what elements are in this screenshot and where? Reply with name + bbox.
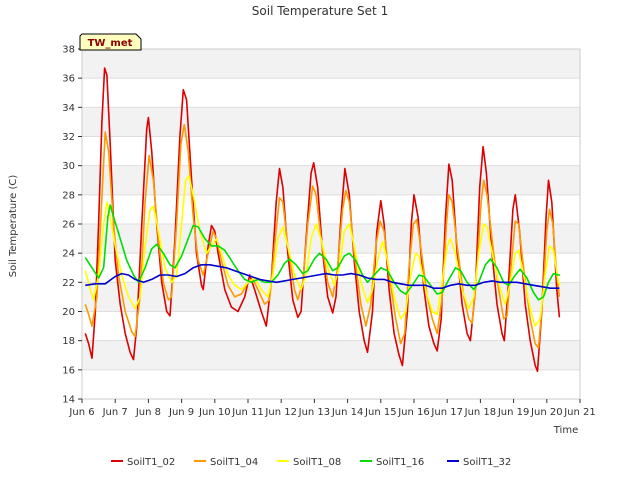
station-badge: TW_met: [79, 33, 142, 51]
x-axis-ticks: Jun 6 Jun 7 Jun 8 Jun 9 Jun 10 Jun 11 Jun 12 Ju…: [68, 399, 596, 418]
legend-label: SoilT1_16: [376, 457, 424, 468]
x-tick-label: Jun 20: [530, 407, 563, 418]
x-tick-label: Jun 15: [364, 407, 397, 418]
legend-label: SoilT1_08: [293, 457, 341, 468]
x-tick-label: Jun 18: [464, 407, 497, 418]
y-tick-label: 30: [62, 161, 75, 172]
y-tick-label: 24: [62, 249, 75, 260]
x-tick-label: Jun 6: [68, 407, 94, 418]
y-tick-label: 18: [62, 336, 75, 347]
plot-band: [82, 340, 580, 370]
chart-title: Soil Temperature Set 1: [252, 4, 388, 18]
y-tick-label: 38: [62, 45, 75, 56]
legend-item-soilt1-16: SoilT1_16: [360, 457, 424, 468]
y-axis-label: Soil Temperature (C): [8, 175, 19, 278]
legend: SoilT1_02 SoilT1_04 SoilT1_08 SoilT1_16 Soil…: [111, 457, 511, 468]
x-tick-label: Jun 21: [563, 407, 596, 418]
x-tick-label: Jun 19: [497, 407, 530, 418]
series-line-soilt1-04: [84, 124, 561, 349]
legend-item-soilt1-08: SoilT1_08: [277, 457, 341, 468]
x-tick-label: Jun 10: [198, 407, 231, 418]
y-tick-label: 14: [62, 395, 75, 406]
x-tick-label: Jun 13: [298, 407, 331, 418]
x-tick-label: Jun 16: [397, 407, 430, 418]
y-tick-label: 22: [62, 278, 75, 289]
plot-band: [82, 49, 580, 79]
series-line-soilt1-08: [84, 175, 561, 327]
plot-band: [82, 107, 580, 137]
x-tick-label: Jun 14: [331, 407, 364, 418]
series-line-soilt1-32: [85, 264, 560, 289]
legend-label: SoilT1_02: [127, 457, 175, 468]
legend-label: SoilT1_04: [210, 457, 258, 468]
legend-label: SoilT1_32: [463, 457, 511, 468]
x-tick-label: Jun 17: [430, 407, 463, 418]
series-lines: [84, 67, 561, 373]
x-axis-label: Time: [553, 425, 578, 436]
x-tick-label: Jun 8: [135, 407, 161, 418]
badge-shape: [79, 33, 142, 51]
x-tick-label: Jun 11: [231, 407, 264, 418]
series-line-soilt1-16: [84, 204, 561, 301]
legend-item-soilt1-02: SoilT1_02: [111, 457, 175, 468]
y-tick-label: 28: [62, 190, 75, 201]
y-tick-label: 32: [62, 132, 75, 143]
x-tick-label: Jun 7: [102, 407, 128, 418]
badge-label: TW_met: [88, 38, 133, 49]
y-axis-ticks: 14 16 18 20 22 24 26 28 30 32 34 36 38: [62, 45, 82, 406]
y-tick-label: 36: [62, 74, 75, 85]
y-tick-label: 16: [62, 365, 75, 376]
x-tick-label: Jun 12: [264, 407, 297, 418]
plot-band: [82, 165, 580, 195]
y-tick-label: 26: [62, 220, 75, 231]
plot-band: [82, 224, 580, 254]
legend-item-soilt1-04: SoilT1_04: [194, 457, 258, 468]
legend-item-soilt1-32: SoilT1_32: [447, 457, 511, 468]
y-tick-label: 20: [62, 307, 75, 318]
x-tick-label: Jun 9: [168, 407, 194, 418]
y-tick-label: 34: [62, 103, 75, 114]
